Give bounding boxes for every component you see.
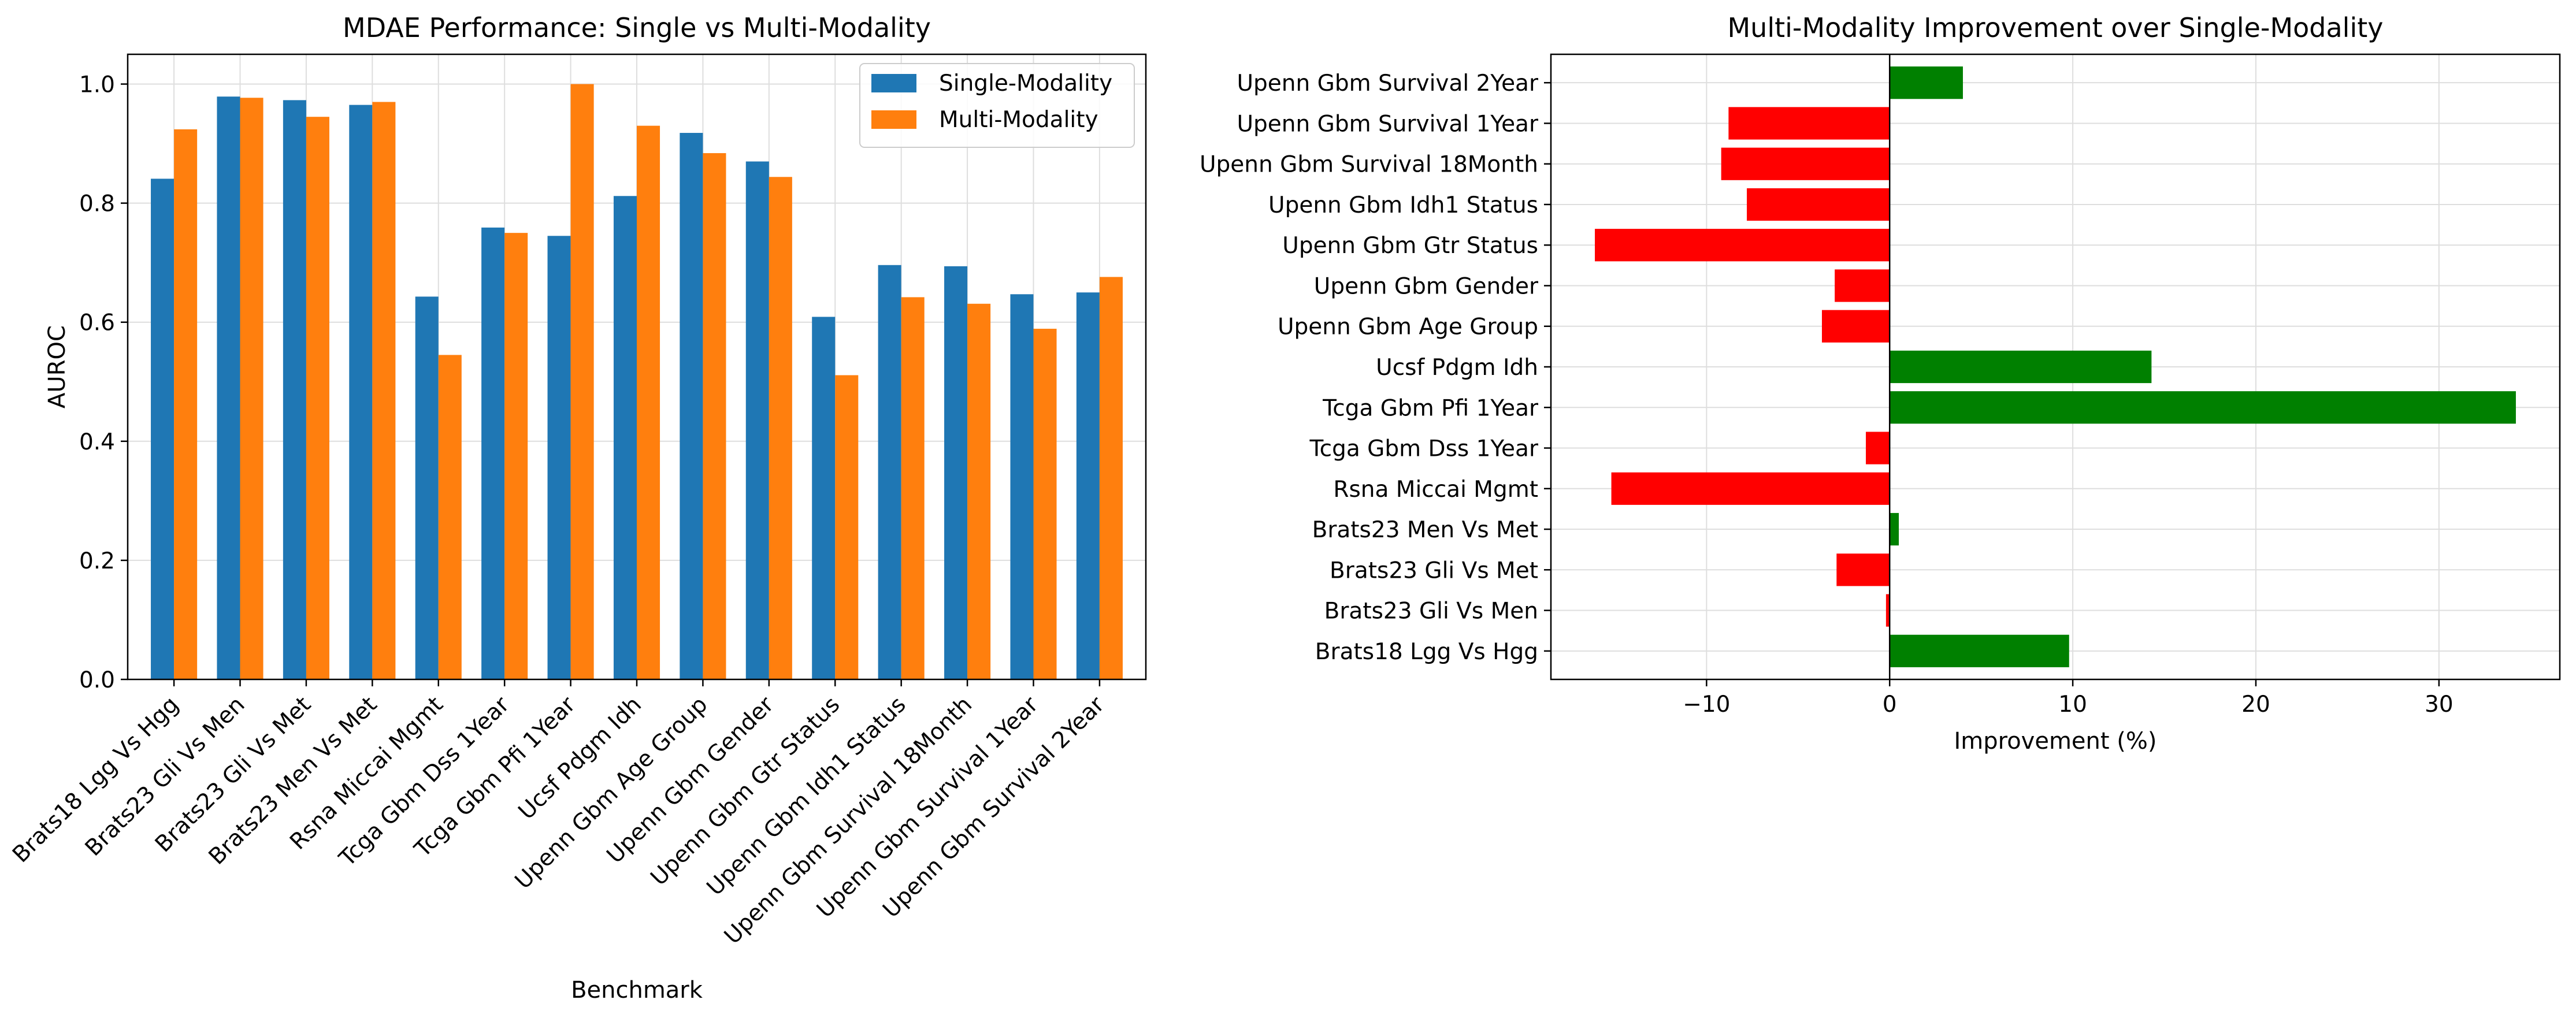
multi-modality-bar [967,303,991,679]
multi-modality-bar [901,297,925,679]
legend-swatch [871,110,916,129]
y-tick-label: 0.4 [79,429,115,455]
multi-modality-bar [769,177,792,680]
multi-modality-bar [637,125,660,679]
single-modality-bar [745,161,769,679]
legend-swatch [871,74,916,92]
y-tick-label: Rsna Miccai Mgmt [1333,477,1538,503]
y-tick-label: Brats23 Men Vs Met [1312,517,1538,543]
single-modality-bar [878,265,901,679]
y-tick-label: Upenn Gbm Age Group [1278,314,1538,340]
legend-box [859,63,1135,148]
y-tick-label: Upenn Gbm Gtr Status [1282,233,1538,259]
single-modality-bar [151,179,175,680]
single-modality-bar [547,236,571,679]
improvement-bar-positive [1890,391,2516,424]
multi-modality-bar [240,98,263,680]
right-chart: −10 0 10 20 30 Brats18 Lgg Vs Hgg Brats23 Gli … [1200,12,2561,755]
multi-modality-bar [1099,277,1123,680]
single-modality-bar [217,96,240,679]
y-tick-label: Tcga Gbm Pfi 1Year [1322,395,1539,421]
improvement-bar-negative [1595,229,1890,262]
single-modality-bar [812,317,836,679]
y-axis-label: AUROC [44,325,70,408]
improvement-bar-negative [1885,594,1890,627]
single-modality-bar [481,227,505,680]
single-modality-bar [1010,294,1034,680]
y-tick-label: Tcga Gbm Dss 1Year [1309,436,1538,462]
improvement-bar-negative [1721,147,1890,180]
chart-title: Multi-Modality Improvement over Single-M… [1727,12,2383,43]
legend: Single-Modality Multi-Modality [859,63,1135,148]
multi-modality-bar [570,84,594,679]
multi-modality-bar [504,233,528,680]
multi-modality-bar [174,129,198,680]
improvement-bar-negative [1866,432,1890,464]
legend-label: Multi-Modality [939,107,1098,133]
improvement-bar-negative [1747,188,1890,221]
improvement-bar-positive [1890,512,1899,546]
y-tick-label: 1.0 [79,72,115,98]
improvement-bar-positive [1890,634,2069,667]
y-tick-label: Upenn Gbm Survival 18Month [1200,152,1538,178]
y-tick-label: 0.2 [79,548,115,574]
y-tick-label: Upenn Gbm Survival 1Year [1237,111,1538,137]
improvement-bar-negative [1728,107,1890,140]
single-modality-bar [283,100,306,679]
x-tick-label: 10 [2058,692,2087,718]
y-tick-label: 0.6 [79,310,115,336]
multi-modality-bar [835,375,859,679]
single-modality-bar [613,196,637,680]
multi-modality-bar [306,117,329,679]
improvement-bar-negative [1821,310,1890,343]
y-tick-label: Ucsf Pdgm Idh [1376,355,1538,381]
x-tick-label: 30 [2425,692,2453,718]
y-tick-label: Brats23 Gli Vs Men [1324,599,1538,625]
single-modality-bar [349,105,373,680]
multi-modality-bar [1033,329,1057,679]
y-tick-label: Upenn Gbm Survival 2Year [1237,70,1538,96]
multi-modality-bar [703,153,726,679]
x-tick-label: 0 [1883,692,1897,718]
x-axis-label: Improvement (%) [1954,728,2156,755]
x-tick-label: Ucsf Pdgm Idh [514,692,647,824]
improvement-bar-positive [1890,66,1963,99]
multi-modality-bar [438,355,462,679]
legend-label: Single-Modality [939,70,1112,96]
y-tick-label: Brats23 Gli Vs Met [1330,558,1538,584]
chart-title: MDAE Performance: Single vs Multi-Modali… [343,12,931,43]
y-tick-label: Brats18 Lgg Vs Hgg [1315,639,1538,665]
improvement-bar-positive [1890,350,2152,384]
improvement-bar-negative [1836,553,1890,586]
improvement-bar-negative [1835,269,1890,302]
y-tick-label: Upenn Gbm Idh1 Status [1268,192,1538,218]
single-modality-bar [680,133,703,680]
y-tick-label: 0.8 [79,191,115,217]
single-modality-bar [944,266,968,680]
x-tick-label: 20 [2241,692,2270,718]
single-modality-bar [415,296,439,679]
x-axis-label: Benchmark [571,977,703,1004]
x-tick-label: −10 [1683,692,1730,718]
multi-modality-bar [372,102,396,679]
y-tick-label: Upenn Gbm Gender [1314,273,1539,299]
single-modality-bar [1076,292,1100,679]
improvement-bar-negative [1611,472,1890,505]
y-tick-label: 0.0 [79,667,115,693]
